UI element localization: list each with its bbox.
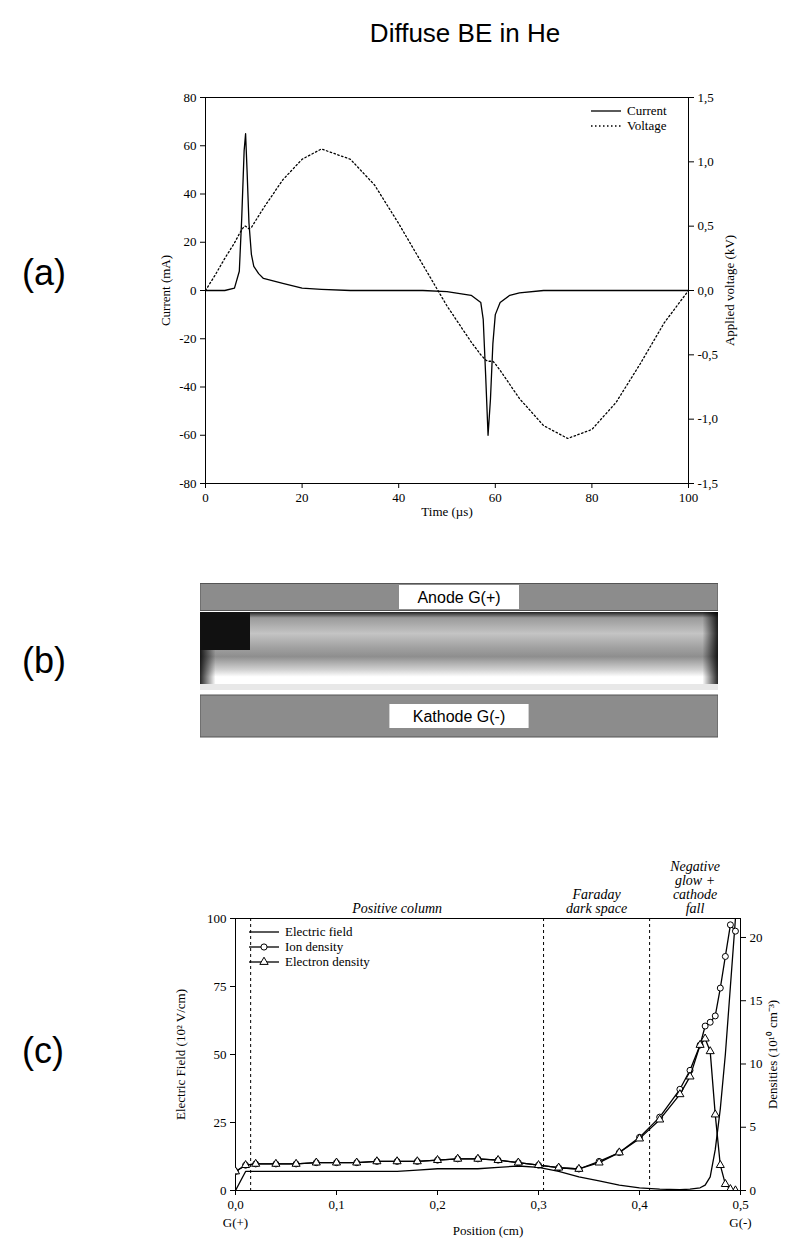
svg-text:5: 5 [750, 1119, 757, 1134]
svg-text:Electron density: Electron density [285, 954, 370, 969]
svg-text:40: 40 [184, 186, 197, 201]
svg-text:Voltage: Voltage [627, 118, 667, 133]
svg-text:Ion density: Ion density [285, 939, 344, 954]
svg-text:0,2: 0,2 [429, 1197, 445, 1212]
svg-text:50: 50 [214, 1047, 227, 1062]
svg-text:0,5: 0,5 [698, 218, 714, 233]
svg-text:1,5: 1,5 [698, 90, 714, 105]
svg-text:0: 0 [202, 490, 209, 505]
svg-text:0: 0 [220, 1183, 227, 1198]
svg-text:15: 15 [750, 993, 763, 1008]
svg-text:20: 20 [750, 930, 763, 945]
html-text:(b): (b) [22, 640, 66, 681]
svg-text:Electric Field (10² V/cm): Electric Field (10² V/cm) [173, 989, 188, 1120]
svg-text:80: 80 [585, 490, 598, 505]
svg-text:80: 80 [184, 90, 197, 105]
svg-text:0,0: 0,0 [227, 1197, 243, 1212]
svg-text:Faradaydark space: Faradaydark space [566, 887, 627, 916]
svg-text:0,3: 0,3 [530, 1197, 546, 1212]
svg-text:1,0: 1,0 [698, 154, 714, 169]
svg-text:Kathode G(-): Kathode G(-) [413, 708, 505, 725]
html-text:(a): (a) [22, 252, 66, 293]
svg-text:Current (mA): Current (mA) [158, 255, 173, 326]
svg-text:Positive column: Positive column [351, 901, 442, 916]
svg-text:Applied voltage (kV): Applied voltage (kV) [722, 235, 737, 346]
svg-text:-1,5: -1,5 [698, 476, 719, 491]
svg-text:40: 40 [392, 490, 405, 505]
svg-text:-80: -80 [179, 476, 196, 491]
html-text:Diffuse BE in He: Diffuse BE in He [369, 18, 561, 48]
svg-text:10: 10 [750, 1056, 763, 1071]
svg-text:60: 60 [184, 138, 197, 153]
svg-text:-1,0: -1,0 [698, 411, 719, 426]
svg-text:0,1: 0,1 [328, 1197, 344, 1212]
svg-text:0,5: 0,5 [732, 1197, 748, 1212]
svg-text:-40: -40 [179, 379, 196, 394]
svg-text:20: 20 [184, 234, 197, 249]
svg-text:Position (cm): Position (cm) [453, 1223, 523, 1238]
svg-text:Current: Current [627, 103, 667, 118]
svg-text:20: 20 [296, 490, 309, 505]
svg-text:60: 60 [489, 490, 502, 505]
svg-text:25: 25 [214, 1115, 227, 1130]
svg-text:-60: -60 [179, 427, 196, 442]
svg-text:-0,5: -0,5 [698, 347, 719, 362]
svg-text:75: 75 [214, 979, 227, 994]
svg-text:Anode G(+): Anode G(+) [417, 589, 500, 606]
svg-text:G(-): G(-) [729, 1215, 751, 1230]
svg-text:-20: -20 [179, 331, 196, 346]
svg-text:100: 100 [679, 490, 699, 505]
svg-text:0,4: 0,4 [631, 1197, 648, 1212]
svg-text:100: 100 [207, 911, 227, 926]
svg-text:G(+): G(+) [223, 1215, 248, 1230]
svg-text:Negativeglow +cathodefall: Negativeglow +cathodefall [669, 859, 720, 916]
svg-text:0: 0 [190, 283, 197, 298]
svg-text:0: 0 [750, 1183, 757, 1198]
svg-text:Electric field: Electric field [285, 924, 353, 939]
svg-text:0,0: 0,0 [698, 283, 714, 298]
html-text:(c): (c) [22, 1030, 64, 1071]
svg-text:Time (µs): Time (µs) [421, 504, 472, 519]
svg-text:Densities (10¹⁰ cm⁻³): Densities (10¹⁰ cm⁻³) [765, 1000, 780, 1109]
